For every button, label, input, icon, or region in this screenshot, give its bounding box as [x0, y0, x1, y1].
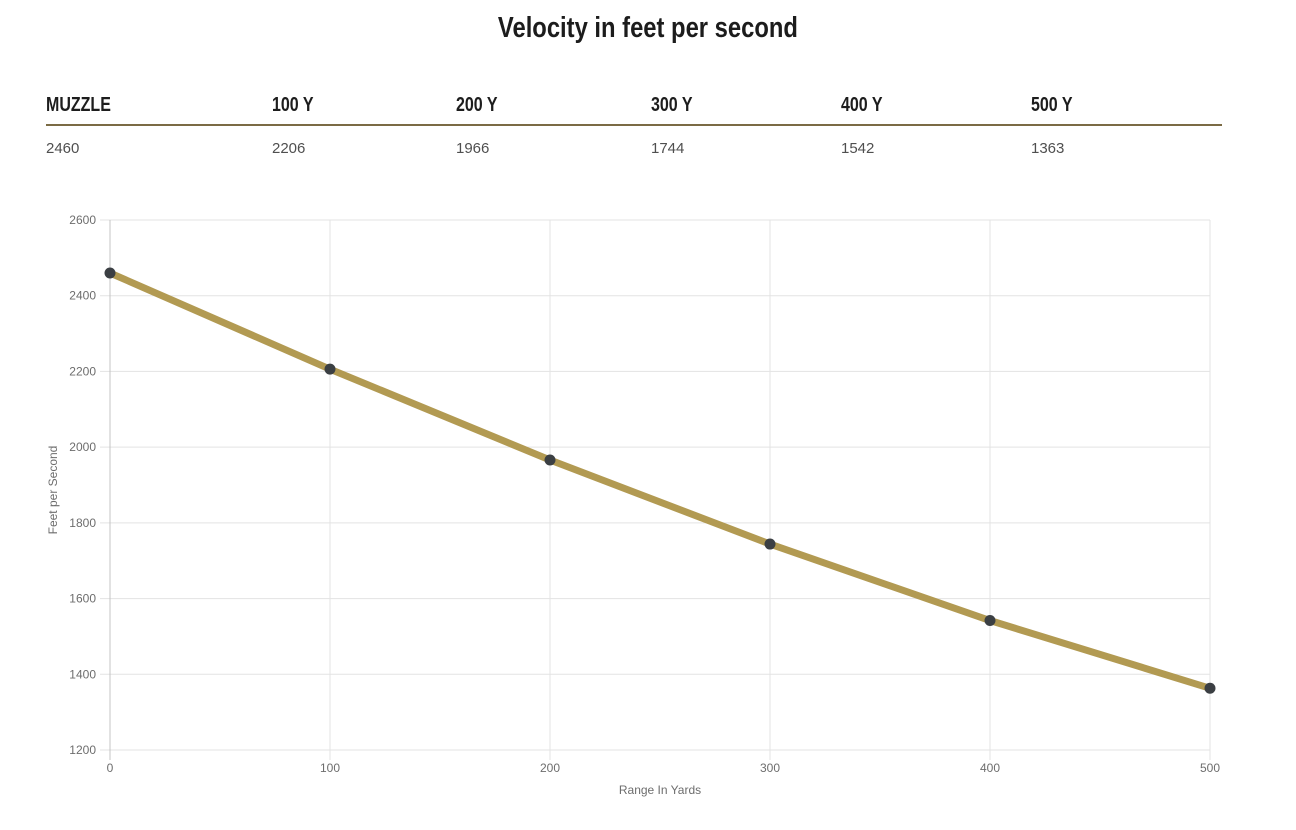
data-point[interactable]	[324, 363, 336, 375]
table-value-cell: 1363	[1031, 140, 1065, 157]
table-header-label: 200 Y	[456, 94, 498, 116]
table-header-label: MUZZLE	[46, 94, 111, 116]
page-title: Velocity in feet per second	[0, 12, 1296, 45]
table-header-cell: 400 Y	[841, 94, 1031, 116]
y-tick-label: 2000	[69, 440, 96, 454]
y-tick-label: 1600	[69, 592, 96, 606]
y-axis-title: Feet per Second	[46, 446, 60, 535]
table-header-cell: 100 Y	[272, 94, 456, 116]
velocity-chart[interactable]: 1200 1400 1600 1800 2000 2200 2400 2600 0 100 200 3…	[0, 185, 1296, 825]
table-value-cell: 2460	[46, 140, 80, 157]
y-tick-label: 2400	[69, 289, 96, 303]
x-tick-label: 300	[760, 761, 780, 775]
velocity-line	[106, 269, 1214, 692]
table-header-cell: 500 Y	[1031, 94, 1222, 116]
data-point[interactable]	[764, 538, 776, 550]
data-point[interactable]	[984, 615, 996, 627]
x-tick-label: 200	[540, 761, 560, 775]
table-value-cell: 2206	[272, 140, 306, 157]
table-header-label: 400 Y	[841, 94, 883, 116]
data-point[interactable]	[1204, 682, 1216, 694]
y-tick-label: 1400	[69, 667, 96, 681]
y-tick-label: 1200	[69, 743, 96, 757]
data-point[interactable]	[544, 454, 556, 466]
table-value-cell: 1744	[651, 140, 685, 157]
x-tick-label: 400	[980, 761, 1000, 775]
table-header-label: 300 Y	[651, 94, 693, 116]
table-value-cell: 1542	[841, 140, 875, 157]
y-tick-label: 2200	[69, 364, 96, 378]
table-header-label: 100 Y	[272, 94, 314, 116]
y-tick-label: 1800	[69, 516, 96, 530]
table-header-cell: 200 Y	[456, 94, 651, 116]
velocity-table: MUZZLE 100 Y 200 Y 300 Y 400 Y 500 Y 2460 2206…	[46, 94, 1222, 159]
data-point[interactable]	[104, 267, 116, 279]
velocity-table-value-row: 2460 2206 1966 1744 1542 1363	[46, 126, 1222, 159]
table-header-cell: 300 Y	[651, 94, 841, 116]
page-title-text: Velocity in feet per second	[498, 12, 798, 44]
table-header-cell: MUZZLE	[46, 94, 272, 116]
table-header-label: 500 Y	[1031, 94, 1073, 116]
x-tick-label: 0	[107, 761, 114, 775]
y-tick-label: 2600	[69, 213, 96, 227]
x-axis-title: Range In Yards	[619, 783, 701, 797]
velocity-chart-canvas[interactable]: 1200 1400 1600 1800 2000 2200 2400 2600 0 100 200 3…	[0, 185, 1296, 825]
x-tick-label: 100	[320, 761, 340, 775]
table-value-cell: 1966	[456, 140, 490, 157]
x-tick-label: 500	[1200, 761, 1220, 775]
velocity-table-header-row: MUZZLE 100 Y 200 Y 300 Y 400 Y 500 Y	[46, 94, 1222, 126]
